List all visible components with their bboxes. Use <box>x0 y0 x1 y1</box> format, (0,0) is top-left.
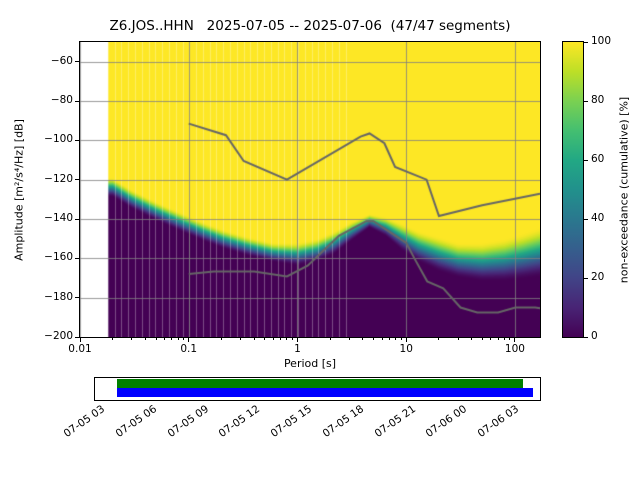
y-tick-mark <box>75 100 79 102</box>
ppsd-heatmap-canvas <box>80 42 540 337</box>
time-tick-label: 07-05 03 <box>61 403 108 440</box>
x-minor-tick-mark <box>457 338 459 340</box>
y-tick-label: −140 <box>44 212 73 224</box>
coverage-green-bar <box>116 379 524 388</box>
y-tick-mark <box>75 257 79 259</box>
colorbar-tick-label: 40 <box>591 212 605 224</box>
y-tick-mark <box>75 179 79 181</box>
x-minor-tick-mark <box>291 338 293 340</box>
colorbar-tick-mark <box>584 336 588 338</box>
x-minor-tick-mark <box>286 338 288 340</box>
colorbar-tick-mark <box>584 159 588 161</box>
time-tick-label: 07-05 18 <box>320 403 367 440</box>
y-tick-mark <box>75 297 79 299</box>
y-tick-label: −80 <box>50 94 73 106</box>
time-tick-label: 07-05 09 <box>165 403 211 440</box>
x-minor-tick-mark <box>509 338 511 340</box>
colorbar-tick-mark <box>584 277 588 279</box>
x-minor-tick-mark <box>395 338 397 340</box>
y-tick-label: −120 <box>44 172 73 185</box>
x-minor-tick-mark <box>372 338 374 340</box>
colorbar-tick-mark <box>584 100 588 102</box>
colorbar-label: non-exceedance (cumulative) [%] <box>617 96 631 284</box>
y-tick-label: −60 <box>50 54 73 67</box>
y-tick-mark <box>75 336 79 338</box>
y-tick-label: −160 <box>44 251 73 264</box>
time-tick-label: 07-05 21 <box>372 403 418 440</box>
x-minor-tick-mark <box>438 338 440 340</box>
x-minor-tick-mark <box>490 338 492 340</box>
y-tick-mark <box>75 61 79 63</box>
time-tick-label: 07-05 15 <box>268 403 315 440</box>
x-tick-label: 10 <box>399 343 413 355</box>
x-minor-tick-mark <box>131 338 133 340</box>
x-tick-mark <box>514 338 516 342</box>
x-tick-label: 0.01 <box>68 343 92 355</box>
x-minor-tick-mark <box>240 338 242 340</box>
x-minor-tick-mark <box>400 338 402 340</box>
x-minor-tick-mark <box>381 338 383 340</box>
x-tick-label: 1 <box>294 343 301 355</box>
colorbar-tick-label: 0 <box>591 330 598 342</box>
x-minor-tick-mark <box>362 338 364 340</box>
time-tick-label: 07-05 12 <box>216 403 263 440</box>
colorbar-tick-label: 60 <box>591 153 605 165</box>
x-minor-tick-mark <box>388 338 390 340</box>
x-tick-label: 0.1 <box>180 343 198 355</box>
x-minor-tick-mark <box>329 338 331 340</box>
x-minor-tick-mark <box>264 338 266 340</box>
x-minor-tick-mark <box>348 338 350 340</box>
x-minor-tick-mark <box>171 338 173 340</box>
y-tick-mark <box>75 139 79 141</box>
time-tick-label: 07-05 06 <box>113 403 159 440</box>
coverage-blue-bar <box>116 388 534 397</box>
colorbar-tick-mark <box>584 218 588 220</box>
x-minor-tick-mark <box>503 338 505 340</box>
x-minor-tick-mark <box>177 338 179 340</box>
time-tick-label: 07-06 00 <box>423 403 470 440</box>
time-tick-label: 07-06 03 <box>475 403 522 440</box>
colorbar-tick-label: 80 <box>591 94 605 106</box>
figure-title: Z6.JOS..HHN 2025-07-05 -- 2025-07-06 (47… <box>109 18 511 34</box>
y-tick-label: −200 <box>44 330 73 342</box>
x-minor-tick-mark <box>183 338 185 340</box>
y-tick-label: −100 <box>44 133 73 146</box>
x-minor-tick-mark <box>112 338 114 340</box>
x-tick-mark <box>79 338 81 342</box>
x-minor-tick-mark <box>155 338 157 340</box>
x-minor-tick-mark <box>144 338 146 340</box>
x-tick-mark <box>188 338 190 342</box>
x-minor-tick-mark <box>471 338 473 340</box>
plot-area <box>79 41 541 338</box>
x-tick-label: 100 <box>504 343 525 355</box>
x-minor-tick-mark <box>253 338 255 340</box>
colorbar <box>562 41 584 338</box>
x-minor-tick-mark <box>481 338 483 340</box>
x-minor-tick-mark <box>497 338 499 340</box>
colorbar-gradient <box>563 42 583 337</box>
x-minor-tick-mark <box>272 338 274 340</box>
x-axis-label: Period [s] <box>283 357 337 370</box>
colorbar-tick-label: 20 <box>591 271 605 283</box>
y-tick-label: −180 <box>44 290 73 303</box>
colorbar-tick-label: 100 <box>591 35 612 47</box>
x-minor-tick-mark <box>280 338 282 340</box>
x-minor-tick-mark <box>164 338 166 340</box>
x-tick-mark <box>405 338 407 342</box>
coverage-box <box>94 377 541 401</box>
colorbar-tick-mark <box>584 41 588 43</box>
x-minor-tick-mark <box>220 338 222 340</box>
y-tick-mark <box>75 218 79 220</box>
x-tick-mark <box>296 338 298 342</box>
